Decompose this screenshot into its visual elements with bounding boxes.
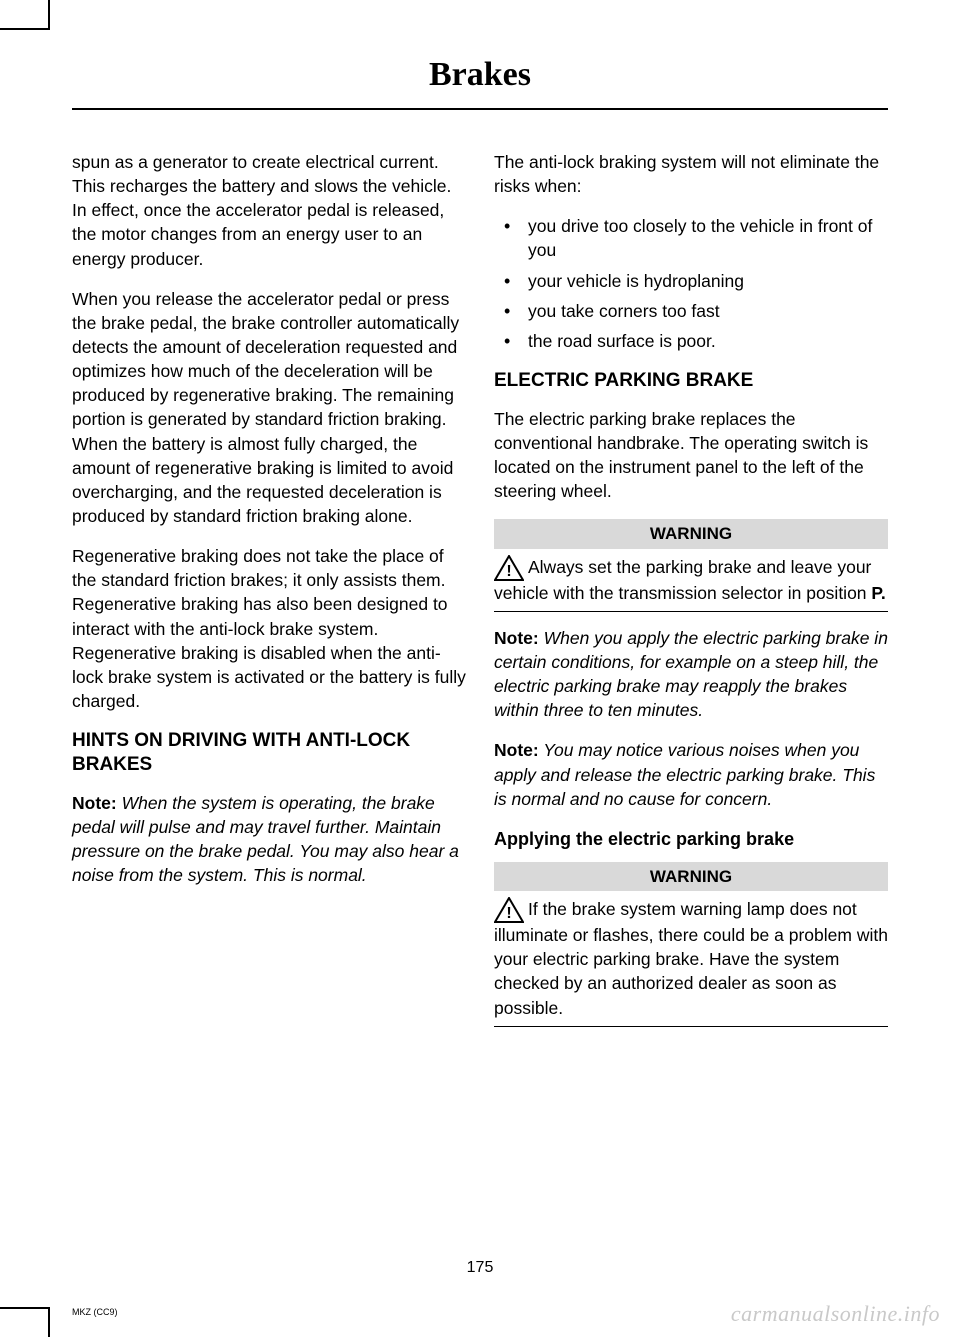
- section-heading-hints: HINTS ON DRIVING WITH ANTI-LOCK BRAKES: [72, 729, 466, 777]
- warning-block: WARNING !If the brake system warning lam…: [494, 862, 888, 1027]
- crop-mark-top-left: [0, 0, 50, 30]
- warning-text: !Always set the parking brake and leave …: [494, 555, 888, 605]
- note-body: You may notice various noises when you a…: [494, 740, 875, 808]
- note-body: When the system is operating, the brake …: [72, 793, 459, 885]
- body-text: Regenerative braking does not take the p…: [72, 544, 466, 713]
- section-heading-parking-brake: ELECTRIC PARKING BRAKE: [494, 369, 888, 393]
- body-text: The electric parking brake replaces the …: [494, 407, 888, 504]
- content-columns: spun as a generator to create electrical…: [0, 110, 960, 1041]
- warning-body: Always set the parking brake and leave y…: [494, 557, 871, 603]
- page-number: 175: [0, 1259, 960, 1277]
- crop-mark-bottom-left: [0, 1307, 50, 1337]
- note-body: When you apply the electric parking brak…: [494, 628, 888, 720]
- warning-icon: !: [494, 897, 524, 923]
- watermark: carmanualsonline.info: [731, 1301, 940, 1327]
- right-column: The anti-lock braking system will not el…: [494, 150, 888, 1041]
- warning-text: !If the brake system warning lamp does n…: [494, 897, 888, 1020]
- list-item: the road surface is poor.: [494, 329, 888, 353]
- warning-label: WARNING: [494, 862, 888, 891]
- note-label: Note:: [72, 793, 117, 813]
- page-title: Brakes: [0, 0, 960, 94]
- body-text: The anti-lock braking system will not el…: [494, 150, 888, 198]
- note-text: Note: When you apply the electric parkin…: [494, 626, 888, 723]
- note-label: Note:: [494, 740, 539, 760]
- subsection-heading-applying: Applying the electric parking brake: [494, 827, 888, 852]
- list-item: you drive too closely to the vehicle in …: [494, 214, 888, 262]
- left-column: spun as a generator to create electrical…: [72, 150, 466, 1041]
- svg-text:!: !: [506, 905, 511, 922]
- list-item: you take corners too fast: [494, 299, 888, 323]
- warning-rule: [494, 611, 888, 612]
- list-item: your vehicle is hydroplaning: [494, 269, 888, 293]
- body-text: When you release the accelerator pedal o…: [72, 287, 466, 528]
- note-text: Note: You may notice various noises when…: [494, 738, 888, 810]
- note-text: Note: When the system is operating, the …: [72, 791, 466, 888]
- body-text: spun as a generator to create electrical…: [72, 150, 466, 271]
- warning-rule: [494, 1026, 888, 1027]
- warning-block: WARNING !Always set the parking brake an…: [494, 519, 888, 612]
- note-label: Note:: [494, 628, 539, 648]
- warning-body: If the brake system warning lamp does no…: [494, 899, 888, 1017]
- warning-bold: P.: [871, 583, 885, 603]
- footer-code: MKZ (CC9): [72, 1307, 118, 1317]
- svg-text:!: !: [506, 563, 511, 580]
- warning-label: WARNING: [494, 519, 888, 548]
- warning-icon: !: [494, 555, 524, 581]
- risk-list: you drive too closely to the vehicle in …: [494, 214, 888, 353]
